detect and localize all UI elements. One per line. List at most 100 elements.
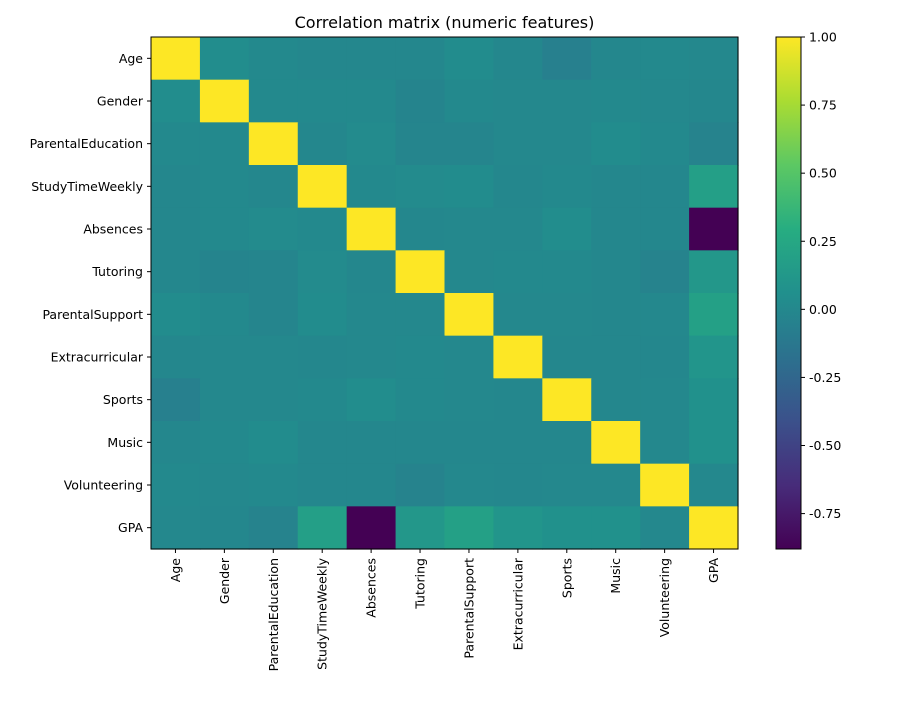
heatmap-cell [640, 421, 690, 465]
y-tick-label: Music [107, 435, 143, 450]
y-tick-label: Gender [97, 94, 144, 109]
heatmap-cell [640, 463, 690, 507]
heatmap-cell [493, 506, 543, 550]
heatmap-cell [689, 463, 739, 507]
heatmap-cell [199, 293, 250, 337]
heatmap-cell [297, 463, 348, 507]
heatmap-cell [689, 335, 739, 379]
heatmap-cell [444, 207, 495, 251]
heatmap-cell [689, 37, 739, 81]
heatmap-cell [689, 421, 739, 465]
heatmap-cell [591, 293, 641, 337]
heatmap-cell [199, 37, 250, 81]
heatmap-cell [346, 335, 397, 379]
x-tick-label: StudyTimeWeekly [315, 557, 330, 669]
heatmap-cell [444, 293, 495, 337]
heatmap-cell [346, 122, 397, 166]
colorbar-tick-label: 0.50 [809, 166, 837, 181]
heatmap-cell [640, 122, 690, 166]
heatmap-cell [640, 293, 690, 337]
y-tick-label: Volunteering [64, 478, 143, 493]
x-tick-label: ParentalEducation [266, 558, 281, 671]
heatmap-cell [493, 335, 543, 379]
y-tick-label: ParentalEducation [30, 136, 143, 151]
heatmap-cell [395, 250, 446, 294]
heatmap-cell [297, 79, 348, 123]
heatmap-cell [444, 506, 495, 550]
heatmap-cell [248, 421, 299, 465]
heatmap-cell [199, 165, 250, 209]
heatmap-cell [248, 335, 299, 379]
heatmap-cell [199, 463, 250, 507]
heatmap-cell [591, 207, 641, 251]
heatmap-cell [689, 250, 739, 294]
heatmap-cell [395, 293, 446, 337]
chart-title: Correlation matrix (numeric features) [295, 13, 595, 32]
heatmap-cell [640, 79, 690, 123]
heatmap-cell [444, 37, 495, 81]
heatmap-cell [640, 37, 690, 81]
heatmap-cell [689, 506, 739, 550]
x-tick-label: Gender [217, 557, 232, 604]
heatmap-cell [151, 37, 201, 81]
y-tick-labels: Age Gender ParentalEducation StudyTimeWeekl… [30, 51, 151, 535]
heatmap-cell [248, 165, 299, 209]
heatmap-cell [444, 463, 495, 507]
heatmap-cell [297, 293, 348, 337]
heatmap-cell [395, 335, 446, 379]
heatmap-cell [395, 421, 446, 465]
heatmap-cell [591, 463, 641, 507]
heatmap-cell [542, 463, 592, 507]
heatmap-cell [591, 122, 641, 166]
heatmap-cell [689, 378, 739, 422]
heatmap-cell [395, 37, 446, 81]
heatmap-cell [395, 506, 446, 550]
heatmap-cell [395, 207, 446, 251]
plot-frame [150, 36, 739, 550]
x-tick-label: Extracurricular [510, 557, 525, 650]
heatmap-cell [248, 37, 299, 81]
heatmap-cell [689, 207, 739, 251]
heatmap-cell [493, 463, 543, 507]
heatmap-cell [248, 250, 299, 294]
heatmap-cell [689, 122, 739, 166]
x-tick-label: Sports [559, 558, 574, 598]
heatmap-cell [297, 378, 348, 422]
heatmap-cell [297, 506, 348, 550]
heatmap-cell [542, 293, 592, 337]
colorbar-tick-label: 0.00 [809, 302, 837, 317]
colorbar-tick-label: -0.50 [809, 438, 841, 453]
heatmap-cell [151, 378, 201, 422]
heatmap-cell [542, 335, 592, 379]
heatmap-cell [493, 250, 543, 294]
x-tick-label: Music [608, 558, 623, 594]
heatmap-cell [493, 79, 543, 123]
heatmap-cell [346, 293, 397, 337]
heatmap-cell [346, 165, 397, 209]
colorbar-tick-label: 0.25 [809, 234, 837, 249]
heatmap-cell [199, 122, 250, 166]
heatmap-cell [444, 421, 495, 465]
heatmap-cell [640, 165, 690, 209]
heatmap-cell [493, 165, 543, 209]
heatmap-cell [395, 79, 446, 123]
heatmap-cell [689, 165, 739, 209]
heatmap-cell [297, 335, 348, 379]
heatmap-cell [493, 421, 543, 465]
x-tick-label: ParentalSupport [461, 558, 476, 659]
heatmap-cell [297, 421, 348, 465]
heatmap-cell [199, 378, 250, 422]
y-tick-label: Tutoring [91, 264, 143, 279]
heatmap-cell [297, 122, 348, 166]
colorbar-ticks: -0.75 -0.50 -0.25 0.00 0.25 0.50 0.75 1.00 [801, 30, 841, 521]
y-tick-label: Age [119, 51, 143, 66]
heatmap-cell [199, 335, 250, 379]
heatmap-cell [444, 378, 495, 422]
y-tick-label: Sports [103, 392, 143, 407]
x-tick-label: Absences [364, 558, 379, 618]
heatmap-cell [346, 37, 397, 81]
heatmap-cell [248, 122, 299, 166]
heatmap-cell [151, 293, 201, 337]
heatmap-cell [151, 335, 201, 379]
